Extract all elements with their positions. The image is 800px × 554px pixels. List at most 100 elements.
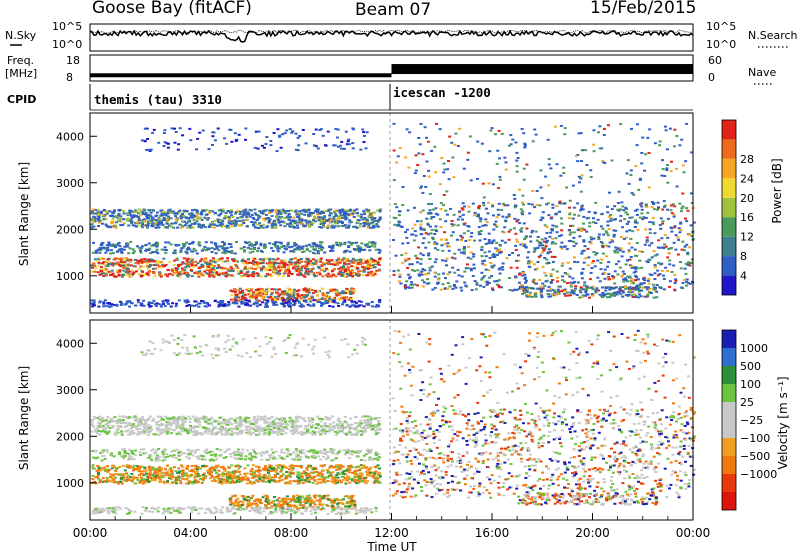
range-gate-cell [266,301,270,304]
range-gate-cell [253,428,257,431]
range-gate-cell [533,247,537,250]
range-gate-cell [201,223,205,226]
range-gate-cell [411,227,415,230]
range-gate-cell [552,289,556,292]
range-gate-cell [586,264,590,267]
range-gate-cell [621,286,625,289]
range-gate-cell [476,213,480,216]
range-gate-cell [171,416,175,419]
range-gate-cell [368,213,372,216]
range-gate-cell [190,275,194,278]
range-gate-cell [109,252,113,255]
range-gate-cell [350,300,354,303]
range-gate-cell [151,209,155,212]
range-gate-cell [273,299,277,301]
range-gate-cell [452,176,456,179]
range-gate-cell [543,247,547,250]
range-gate-cell [116,271,120,274]
range-gate-cell [162,211,166,214]
range-gate-cell [255,302,259,305]
range-gate-cell [608,278,611,281]
range-gate-cell [572,236,576,239]
range-gate-cell [127,433,131,436]
range-gate-cell [286,296,290,299]
range-gate-cell [169,211,172,214]
range-gate-cell [291,219,295,222]
range-gate-cell [306,259,310,261]
range-gate-cell [306,425,310,427]
range-gate-cell [601,245,604,248]
range-gate-cell [659,287,663,290]
range-gate-cell [264,143,268,145]
range-gate-cell [110,222,114,224]
range-gate-cell [346,270,349,273]
range-gate-cell [407,257,411,260]
range-gate-cell [139,258,143,261]
range-gate-cell [362,269,366,272]
range-gate-cell [477,206,480,209]
range-gate-cell [223,252,227,255]
range-gate-cell [563,292,567,295]
range-gate-cell [345,263,349,266]
range-gate-cell [211,267,215,270]
range-gate-cell [195,211,199,214]
range-gate-cell [344,218,348,221]
range-gate-cell [481,276,485,279]
range-gate-cell [241,294,245,297]
range-gate-cell [621,291,625,294]
range-gate-cell [188,220,191,223]
range-gate-cell [641,286,645,289]
range-gate-cell [509,143,513,146]
range-gate-cell [610,208,614,211]
range-gate-cell [423,269,427,272]
range-gate-cell [132,224,136,227]
range-gate-cell [363,415,367,418]
range-gate-cell [563,280,566,283]
range-gate-cell [419,220,423,223]
range-gate-cell [331,273,335,276]
range-gate-cell [570,289,574,292]
range-gate-cell [261,297,265,300]
range-gate-cell [374,426,378,429]
range-gate-cell [270,428,274,431]
range-gate-cell [225,142,229,145]
range-gate-cell [479,284,482,287]
range-gate-cell [430,228,434,231]
range-gate-cell [447,249,451,252]
range-gate-cell [361,432,364,435]
range-gate-cell [258,303,262,306]
range-gate-cell [100,271,104,274]
range-gate-cell [265,257,269,260]
range-gate-cell [104,251,108,254]
range-gate-cell [378,208,382,211]
range-gate-cell [136,260,140,263]
range-gate-cell [97,262,101,264]
range-gate-cell [317,252,320,255]
range-gate-cell [428,209,432,212]
range-gate-cell [653,232,657,235]
range-gate-cell [673,205,677,208]
range-gate-cell [339,243,343,246]
range-gate-cell [168,261,172,264]
range-gate-cell [342,257,346,260]
range-gate-cell [133,211,137,214]
range-gate-cell [234,432,238,435]
range-gate-cell [107,261,111,264]
range-gate-cell [343,263,347,266]
range-gate-cell [142,265,146,268]
range-gate-cell [545,203,549,206]
range-gate-cell [182,210,186,213]
range-gate-cell [442,272,445,275]
range-gate-cell [616,273,620,276]
range-gate-cell [262,292,266,295]
range-gate-cell [601,252,605,255]
range-gate-cell [239,292,243,294]
range-gate-cell [650,256,654,259]
range-gate-cell [239,210,243,213]
range-gate-cell [228,270,232,272]
range-gate-cell [122,258,126,261]
range-gate-cell [584,294,588,297]
range-gate-cell [125,259,129,262]
range-gate-cell [495,225,499,228]
range-gate-cell [294,428,298,431]
